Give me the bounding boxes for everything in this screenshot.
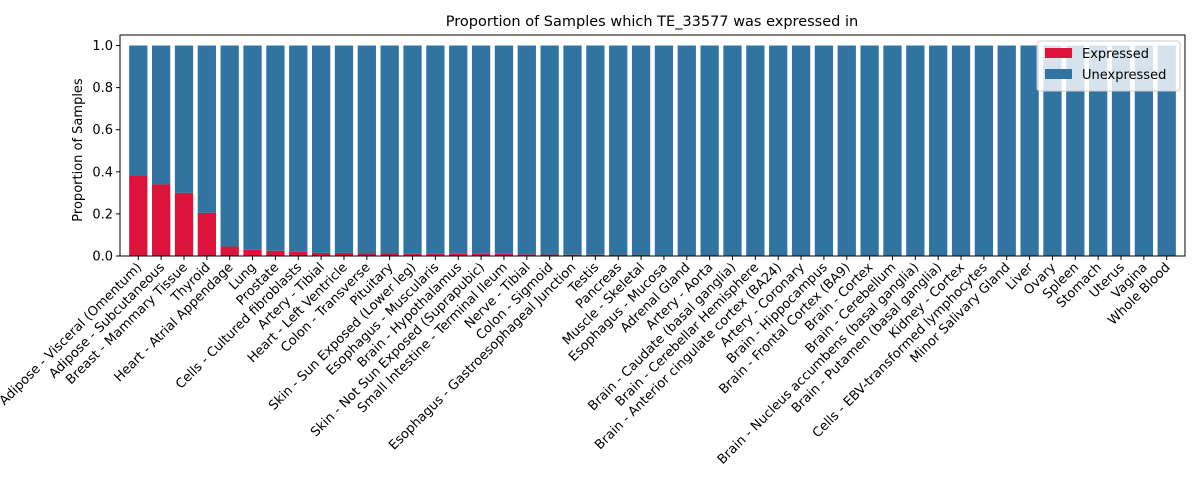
bar-unexpressed-9 (334, 45, 354, 253)
bar-unexpressed-11 (380, 45, 399, 254)
bar-unexpressed-5 (243, 45, 262, 250)
bar-expressed-19 (563, 254, 582, 256)
bar-unexpressed-39 (1020, 45, 1039, 257)
bar-expressed-15 (471, 253, 491, 256)
y-tick-label-4: 0.8 (92, 81, 113, 96)
y-tick-label-2: 0.4 (92, 165, 113, 180)
y-tick-label-5: 1.0 (92, 39, 113, 54)
bar-unexpressed-35 (929, 45, 948, 257)
bar-expressed-4 (220, 246, 239, 256)
y-tick-label-1: 0.2 (92, 207, 113, 222)
bar-unexpressed-26 (723, 45, 742, 257)
bar-unexpressed-10 (357, 45, 376, 254)
bar-unexpressed-21 (609, 45, 628, 255)
bar-unexpressed-32 (860, 45, 879, 257)
bar-expressed-20 (586, 254, 605, 256)
bar-unexpressed-19 (563, 45, 582, 255)
bar-unexpressed-20 (586, 45, 605, 255)
bar-expressed-18 (540, 254, 559, 256)
y-tick-label-3: 0.6 (92, 123, 113, 138)
bar-unexpressed-13 (426, 45, 445, 254)
bar-unexpressed-41 (1066, 45, 1085, 257)
bar-unexpressed-31 (837, 45, 856, 257)
bar-expressed-10 (357, 253, 376, 256)
bars-layer (129, 45, 1176, 257)
chart-title: Proportion of Samples which TE_33577 was… (446, 14, 858, 30)
bar-unexpressed-3 (197, 45, 216, 213)
bar-expressed-3 (197, 212, 216, 256)
bar-unexpressed-34 (906, 45, 925, 257)
bar-unexpressed-4 (220, 45, 239, 247)
y-axis-title: Proportion of Samples (71, 78, 86, 222)
bar-unexpressed-42 (1089, 45, 1108, 257)
bar-expressed-6 (266, 250, 285, 256)
bar-unexpressed-27 (746, 45, 765, 257)
y-ticks-layer: 0.0 0.2 0.4 0.6 0.8 1.0 (92, 39, 120, 265)
legend-label-unexpressed: Unexpressed (1082, 68, 1166, 83)
bar-expressed-5 (243, 249, 262, 256)
bar-unexpressed-0 (129, 45, 148, 177)
axes-layer (119, 34, 1186, 257)
bar-unexpressed-7 (289, 45, 308, 252)
bar-unexpressed-22 (631, 45, 651, 255)
bar-expressed-21 (609, 254, 628, 256)
bar-expressed-2 (174, 192, 194, 256)
bar-unexpressed-15 (471, 45, 491, 254)
bar-unexpressed-18 (540, 45, 559, 255)
bar-expressed-17 (517, 254, 536, 256)
bar-unexpressed-38 (997, 45, 1016, 257)
bar-unexpressed-1 (151, 45, 171, 185)
x-ticks-layer: Adipose - Visceral (Omentum)Adipose - Su… (0, 256, 1174, 468)
bar-unexpressed-40 (1043, 45, 1062, 257)
bar-expressed-7 (289, 251, 308, 256)
bar-unexpressed-2 (174, 45, 194, 193)
bar-unexpressed-17 (517, 45, 536, 255)
bar-unexpressed-29 (791, 45, 811, 257)
bar-unexpressed-8 (311, 45, 331, 253)
bar-unexpressed-37 (974, 45, 994, 257)
y-tick-label-0: 0.0 (92, 250, 113, 265)
bar-unexpressed-33 (883, 45, 902, 257)
bar-expressed-9 (334, 252, 354, 256)
bar-expressed-11 (380, 253, 399, 256)
bar-unexpressed-43 (1111, 45, 1131, 257)
bar-unexpressed-16 (494, 45, 514, 254)
bar-unexpressed-25 (700, 45, 719, 257)
bar-unexpressed-44 (1134, 45, 1154, 257)
bar-expressed-13 (426, 253, 445, 256)
bar-unexpressed-36 (951, 45, 971, 257)
bar-unexpressed-30 (814, 45, 834, 257)
legend: Expressed Unexpressed (1036, 40, 1181, 92)
bar-expressed-16 (494, 253, 514, 256)
legend-swatch-unexpressed (1045, 69, 1072, 79)
bar-expressed-12 (403, 253, 422, 256)
bar-unexpressed-12 (403, 45, 422, 254)
x-tick-label-1: Adipose - Subcutaneous (46, 260, 168, 382)
bar-unexpressed-28 (769, 45, 788, 257)
legend-swatch-expressed (1045, 48, 1072, 58)
bar-unexpressed-6 (266, 45, 285, 251)
bar-expressed-14 (449, 253, 468, 256)
bar-expressed-8 (311, 252, 331, 256)
bar-unexpressed-23 (654, 45, 674, 256)
bar-expressed-22 (631, 254, 651, 256)
legend-frame (1036, 40, 1181, 92)
bar-unexpressed-45 (1157, 45, 1176, 257)
bar-unexpressed-14 (449, 45, 468, 254)
legend-label-expressed: Expressed (1082, 47, 1149, 62)
bar-expressed-1 (151, 184, 171, 256)
bar-expressed-0 (129, 176, 148, 256)
bar-unexpressed-24 (677, 45, 696, 257)
plot-frame (119, 34, 1186, 257)
